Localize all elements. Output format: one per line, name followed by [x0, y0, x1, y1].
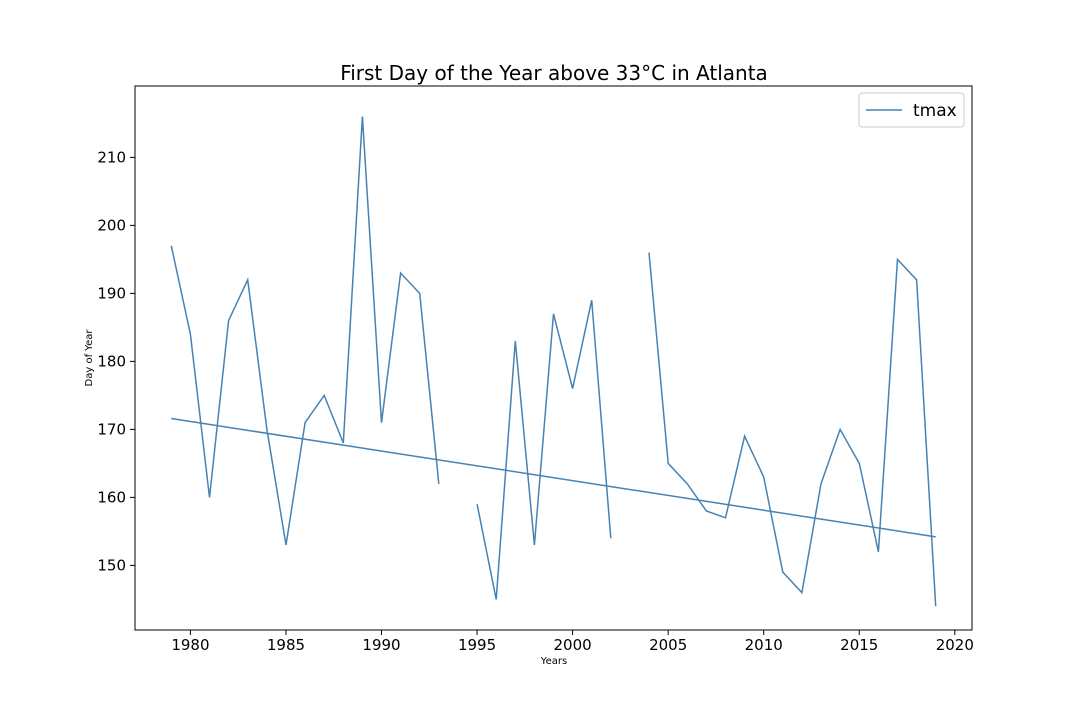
x-axis: 1980 1985 1990 1995 2000 2005 2010 2015 2020	[171, 630, 974, 654]
x-tick-label: 1980	[171, 636, 209, 654]
y-axis-label: Day of Year	[84, 329, 95, 387]
y-tick-label: 200	[97, 216, 126, 234]
x-axis-label: Years	[540, 656, 567, 667]
x-tick-label: 2010	[745, 636, 783, 654]
legend-label: tmax	[913, 101, 957, 121]
x-tick-label: 2000	[554, 636, 592, 654]
x-tick-label: 2015	[840, 636, 878, 654]
series-line-tmax	[648, 252, 937, 607]
legend-box	[858, 92, 965, 128]
y-tick-label: 180	[97, 352, 126, 370]
y-tick-label: 210	[97, 148, 126, 166]
x-tick-label: 1995	[458, 636, 496, 654]
y-axis: 150 160 170 180 190 200 210	[97, 148, 135, 574]
x-tick-label: 2020	[936, 636, 974, 654]
y-tick-label: 190	[97, 284, 126, 302]
x-tick-label: 2005	[649, 636, 687, 654]
y-tick-label: 150	[97, 556, 126, 574]
x-tick-label: 1985	[267, 636, 305, 654]
plot-area	[170, 116, 937, 607]
series-line-tmax	[170, 116, 440, 546]
y-tick-label: 160	[97, 488, 126, 506]
trend-line	[171, 417, 936, 538]
chart-title: First Day of the Year above 33°C in Atla…	[340, 61, 768, 85]
plot-frame	[134, 85, 973, 631]
legend: tmax	[858, 92, 965, 128]
series-line-tmax	[476, 300, 612, 600]
y-tick-label: 170	[97, 420, 126, 438]
x-tick-label: 1990	[362, 636, 400, 654]
